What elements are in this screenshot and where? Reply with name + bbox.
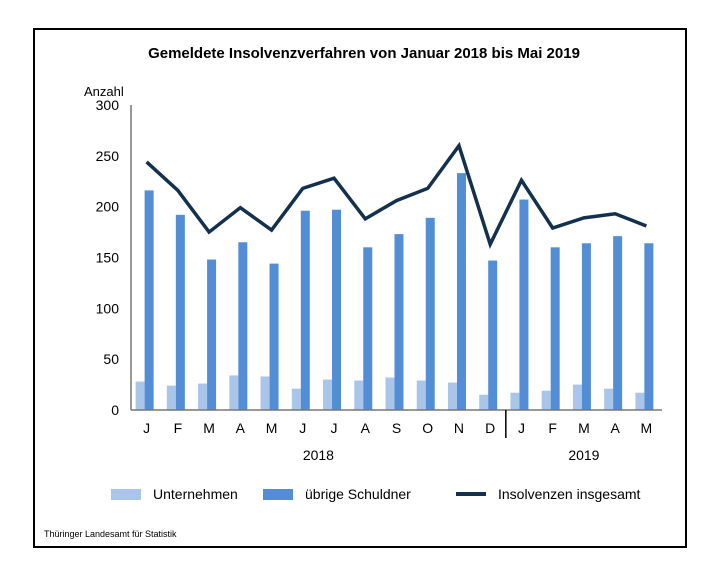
- bar-unternehmen: [385, 377, 395, 410]
- legend-label: übrige Schuldner: [305, 486, 411, 502]
- bar-unternehmen: [604, 388, 614, 410]
- bar-unternehmen: [323, 379, 333, 410]
- y-tick-label: 50: [103, 351, 119, 367]
- y-tick-label: 250: [96, 148, 120, 164]
- bar-unternehmen: [416, 380, 426, 410]
- bar-uebrige-schuldner: [394, 234, 404, 410]
- y-axis-label: Anzahl: [84, 84, 124, 99]
- bar-unternehmen: [572, 384, 582, 410]
- bar-unternehmen: [229, 375, 239, 410]
- legend-item-schuldner: übrige Schuldner: [263, 486, 411, 502]
- x-tick-label: O: [422, 420, 433, 436]
- x-tick-label: S: [392, 420, 401, 436]
- x-tick-label: J: [143, 420, 150, 436]
- legend-swatch-dark: [263, 488, 293, 500]
- bar-uebrige-schuldner: [332, 209, 342, 410]
- x-tick-label: J: [331, 420, 338, 436]
- x-tick-label: N: [454, 420, 464, 436]
- x-tick-label: J: [299, 420, 306, 436]
- legend-swatch-light: [111, 488, 141, 500]
- x-tick-label: M: [203, 420, 215, 436]
- bar-unternehmen: [479, 394, 489, 410]
- bar-uebrige-schuldner: [425, 217, 435, 410]
- x-tick-label: M: [641, 420, 653, 436]
- bar-uebrige-schuldner: [550, 247, 560, 410]
- bar-unternehmen: [541, 390, 551, 410]
- bar-uebrige-schuldner: [644, 243, 654, 410]
- bar-unternehmen: [635, 392, 645, 410]
- legend-label: Unternehmen: [153, 486, 238, 502]
- y-tick-label: 0: [111, 402, 119, 418]
- x-tick-label: A: [236, 420, 246, 436]
- legend-item-gesamt: Insolvenzen insgesamt: [456, 486, 640, 502]
- year-label: 2019: [568, 447, 599, 463]
- bar-unternehmen: [447, 382, 457, 410]
- bar-uebrige-schuldner: [144, 190, 154, 410]
- chart-frame: [33, 28, 687, 548]
- bar-unternehmen: [166, 385, 176, 410]
- bar-uebrige-schuldner: [488, 260, 498, 410]
- bar-uebrige-schuldner: [269, 263, 279, 410]
- x-tick-label: F: [548, 420, 557, 436]
- bar-uebrige-schuldner: [207, 259, 217, 410]
- x-tick-label: A: [610, 420, 620, 436]
- bar-unternehmen: [198, 383, 208, 410]
- x-tick-label: D: [485, 420, 495, 436]
- y-tick-label: 100: [96, 300, 120, 316]
- bar-uebrige-schuldner: [175, 214, 185, 410]
- bar-unternehmen: [135, 381, 145, 410]
- x-tick-label: F: [174, 420, 183, 436]
- bar-uebrige-schuldner: [519, 199, 529, 410]
- x-tick-label: J: [518, 420, 525, 436]
- y-tick-label: 300: [96, 97, 120, 113]
- bar-uebrige-schuldner: [456, 173, 466, 410]
- legend-item-unternehmen: Unternehmen: [111, 486, 238, 502]
- bar-uebrige-schuldner: [300, 210, 310, 410]
- bar-unternehmen: [260, 376, 270, 410]
- year-label: 2018: [303, 447, 334, 463]
- footer-source: Thüringer Landesamt für Statistik: [44, 529, 177, 539]
- legend-label: Insolvenzen insgesamt: [498, 486, 641, 502]
- legend-line: [456, 492, 486, 496]
- bar-unternehmen: [510, 392, 520, 410]
- x-tick-label: A: [361, 420, 371, 436]
- line-insolvenzen-insgesamt: [145, 141, 648, 249]
- bar-unternehmen: [291, 388, 301, 410]
- bar-uebrige-schuldner: [581, 243, 591, 410]
- bar-uebrige-schuldner: [363, 247, 373, 410]
- x-tick-label: M: [578, 420, 590, 436]
- chart-title: Gemeldete Insolvenzverfahren von Januar …: [148, 45, 580, 62]
- x-tick-label: M: [266, 420, 278, 436]
- bar-uebrige-schuldner: [613, 236, 623, 410]
- y-tick-label: 200: [96, 199, 120, 215]
- y-tick-label: 150: [96, 250, 120, 266]
- bar-unternehmen: [354, 380, 364, 410]
- bar-uebrige-schuldner: [238, 242, 248, 410]
